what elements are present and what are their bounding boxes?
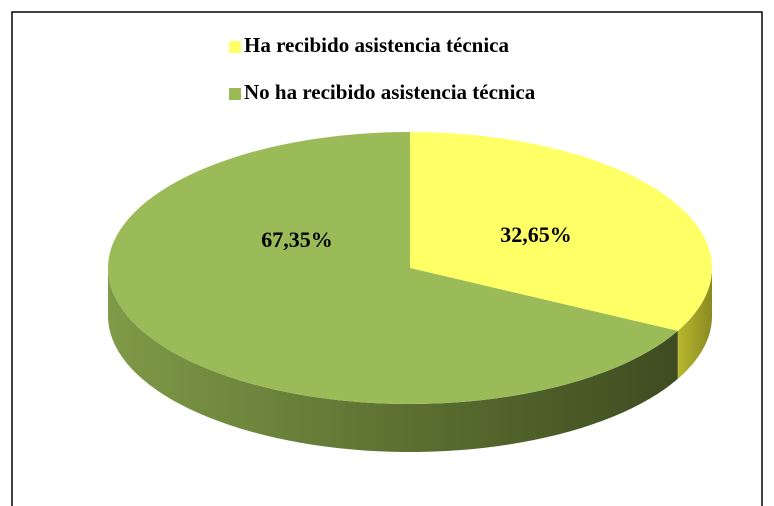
- legend-swatch: [229, 88, 241, 100]
- data-label: 67,35%: [261, 227, 333, 252]
- slice: [410, 132, 712, 331]
- pie: 32,65% 67,35%: [107, 132, 712, 452]
- data-label: 32,65%: [500, 222, 572, 247]
- legend: Ha recibido asistencia técnica No ha reci…: [229, 33, 536, 104]
- chart-frame: [11, 11, 763, 506]
- legend-label: Ha recibido asistencia técnica: [244, 33, 509, 57]
- legend-swatch: [229, 41, 241, 53]
- legend-label: No ha recibido asistencia técnica: [244, 80, 536, 104]
- slice-side: [677, 268, 712, 379]
- slice-side: [108, 268, 678, 452]
- slice: [107, 132, 678, 405]
